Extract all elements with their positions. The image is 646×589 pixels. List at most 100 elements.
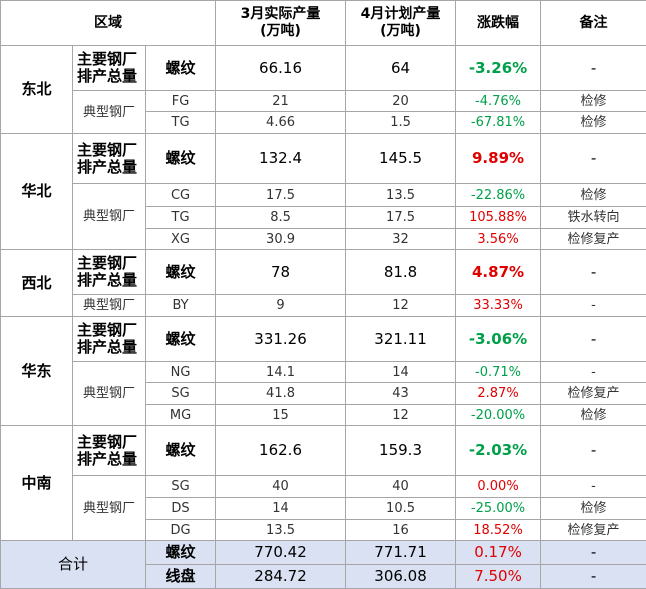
april-plan: 81.8 (346, 250, 456, 295)
plant-name: CG (146, 184, 216, 207)
product: 螺纹 (146, 317, 216, 362)
product: 螺纹 (146, 250, 216, 295)
april-plan: 159.3 (346, 426, 456, 476)
main-label-line: 排产总量 (77, 68, 145, 85)
april-plan: 306.08 (346, 565, 456, 589)
change: -4.76% (456, 91, 541, 112)
note: - (541, 317, 646, 362)
main-label-line: 主要钢厂 (77, 434, 145, 451)
header-cell: 区域 (1, 1, 216, 46)
april-plan: 771.71 (346, 541, 456, 565)
change: -20.00% (456, 405, 541, 426)
april-plan: 12 (346, 295, 456, 317)
april-plan: 13.5 (346, 184, 456, 207)
product: 螺纹 (146, 426, 216, 476)
april-plan: 14 (346, 362, 456, 383)
note: 检修 (541, 184, 646, 207)
change: -0.71% (456, 362, 541, 383)
march-actual: 284.72 (216, 565, 346, 589)
april-plan: 64 (346, 46, 456, 91)
march-actual: 41.8 (216, 383, 346, 405)
march-actual: 162.6 (216, 426, 346, 476)
march-actual: 13.5 (216, 520, 346, 541)
note: - (541, 541, 646, 565)
plant-name: TG (146, 207, 216, 229)
april-plan: 40 (346, 476, 456, 498)
note: 检修 (541, 498, 646, 520)
change: 4.87% (456, 250, 541, 295)
main-label-line: 主要钢厂 (77, 255, 145, 272)
header-cell: 涨跌幅 (456, 1, 541, 46)
april-plan: 321.11 (346, 317, 456, 362)
note: 检修复产 (541, 520, 646, 541)
change: 2.87% (456, 383, 541, 405)
note: - (541, 362, 646, 383)
main-label-line: 排产总量 (77, 272, 145, 289)
march-actual: 40 (216, 476, 346, 498)
april-plan: 32 (346, 229, 456, 250)
note: - (541, 46, 646, 91)
note: 铁水转向 (541, 207, 646, 229)
march-actual: 21 (216, 91, 346, 112)
note: - (541, 476, 646, 498)
typical-label: 典型钢厂 (73, 476, 146, 541)
march-actual: 14 (216, 498, 346, 520)
main-label-line: 主要钢厂 (77, 51, 145, 68)
region-name: 中南 (1, 426, 73, 541)
change: 9.89% (456, 134, 541, 184)
main-label-line: 主要钢厂 (77, 322, 145, 339)
typical-label: 典型钢厂 (73, 91, 146, 134)
march-actual: 132.4 (216, 134, 346, 184)
april-plan: 145.5 (346, 134, 456, 184)
region-name: 西北 (1, 250, 73, 317)
plant-name: DG (146, 520, 216, 541)
april-plan: 1.5 (346, 112, 456, 134)
main-label: 主要钢厂排产总量 (73, 46, 146, 91)
main-label: 主要钢厂排产总量 (73, 426, 146, 476)
product: 线盘 (146, 565, 216, 589)
total-label: 合计 (1, 541, 146, 589)
march-actual: 66.16 (216, 46, 346, 91)
april-plan: 17.5 (346, 207, 456, 229)
plant-name: NG (146, 362, 216, 383)
march-actual: 78 (216, 250, 346, 295)
plant-name: SG (146, 383, 216, 405)
main-label: 主要钢厂排产总量 (73, 250, 146, 295)
march-actual: 15 (216, 405, 346, 426)
header-cell: 4月计划产量(万吨) (346, 1, 456, 46)
plant-name: BY (146, 295, 216, 317)
april-plan: 43 (346, 383, 456, 405)
typical-label: 典型钢厂 (73, 362, 146, 426)
note: - (541, 134, 646, 184)
product: 螺纹 (146, 134, 216, 184)
main-label: 主要钢厂排产总量 (73, 317, 146, 362)
plant-name: XG (146, 229, 216, 250)
change: 3.56% (456, 229, 541, 250)
change: -3.06% (456, 317, 541, 362)
main-label-line: 排产总量 (77, 159, 145, 176)
note: - (541, 565, 646, 589)
plant-name: SG (146, 476, 216, 498)
header-cell-line: (万吨) (216, 23, 345, 40)
april-plan: 16 (346, 520, 456, 541)
march-actual: 4.66 (216, 112, 346, 134)
change: -67.81% (456, 112, 541, 134)
march-actual: 9 (216, 295, 346, 317)
main-label-line: 主要钢厂 (77, 142, 145, 159)
main-label: 主要钢厂排产总量 (73, 134, 146, 184)
note: 检修 (541, 91, 646, 112)
product: 螺纹 (146, 46, 216, 91)
change: -22.86% (456, 184, 541, 207)
header-cell: 备注 (541, 1, 646, 46)
main-label-line: 排产总量 (77, 339, 145, 356)
march-actual: 17.5 (216, 184, 346, 207)
